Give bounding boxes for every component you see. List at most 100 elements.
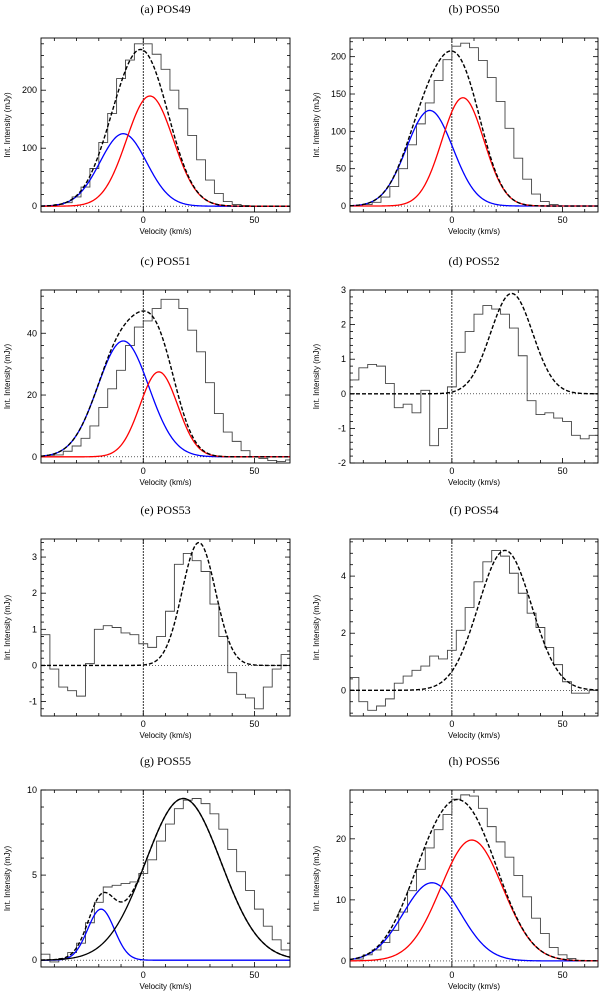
panel-g-pos55: (g) POS55 Velocity (km/s) Int. Intensity (…	[3, 754, 291, 991]
axes-frame	[349, 789, 599, 968]
x-tick-label: 0	[141, 466, 146, 476]
total-fit-curve	[350, 292, 598, 395]
y-tick-label: -1	[29, 697, 37, 707]
y-axis-label: Int. Intensity (mJy)	[312, 343, 321, 409]
observed-spectrum	[41, 798, 290, 963]
plot-area	[41, 290, 290, 463]
panel-title: (a) POS49	[140, 2, 190, 16]
axes-frame	[40, 789, 291, 968]
panel-title: (d) POS52	[448, 254, 499, 268]
blue-component-curve	[41, 908, 290, 961]
y-tick-label: 20	[336, 834, 346, 844]
red-component-curve	[41, 95, 290, 207]
x-axis-label: Velocity (km/s)	[139, 982, 191, 991]
y-tick-label: 0	[32, 452, 37, 462]
y-tick-label: 0	[32, 955, 37, 965]
blue-component-curve	[350, 882, 598, 962]
observed-spectrum	[350, 305, 598, 447]
y-tick-label: 10	[336, 895, 346, 905]
x-tick-label: 0	[449, 215, 454, 225]
x-tick-label: 50	[249, 466, 259, 476]
y-tick-label: 10	[27, 785, 37, 795]
y-tick-label: 0	[341, 685, 346, 695]
y-tick-label: 100	[331, 126, 346, 136]
plot-area	[350, 539, 598, 716]
x-tick-label: 50	[249, 215, 259, 225]
y-tick-label: 5	[32, 870, 37, 880]
x-axis-label: Velocity (km/s)	[448, 982, 500, 991]
panel-title: (h) POS56	[448, 754, 499, 768]
y-tick-label: 150	[331, 89, 346, 99]
total-fit-curve	[41, 48, 290, 207]
x-tick-label: 0	[449, 719, 454, 729]
x-axis-label: Velocity (km/s)	[448, 478, 500, 487]
panel-h-pos56: (h) POS56 Velocity (km/s) Int. Intensity (…	[312, 754, 599, 991]
panel-c-pos51: (c) POS51 Velocity (km/s) Int. Intensity (…	[3, 254, 291, 487]
axes-frame	[40, 37, 291, 213]
x-axis-label: Velocity (km/s)	[139, 478, 191, 487]
y-tick-label: 1	[32, 624, 37, 634]
y-axis-label: Int. Intensity (mJy)	[3, 92, 12, 158]
total-fit-curve	[41, 310, 290, 458]
y-tick-label: 2	[341, 628, 346, 638]
y-tick-label: 3	[341, 285, 346, 295]
x-axis-label: Velocity (km/s)	[448, 227, 500, 236]
plot-area	[350, 290, 598, 463]
plot-area	[350, 790, 598, 967]
panel-f-pos54: (f) POS54 Velocity (km/s) Int. Intensity (…	[312, 503, 599, 740]
x-tick-label: 50	[558, 215, 568, 225]
panel-d-pos52: (d) POS52 Velocity (km/s) Int. Intensity (…	[312, 254, 599, 487]
x-axis-label: Velocity (km/s)	[139, 731, 191, 740]
panel-title: (c) POS51	[140, 254, 190, 268]
y-axis-label: Int. Intensity (mJy)	[312, 845, 321, 911]
plot-area	[41, 790, 290, 967]
y-tick-label: 0	[32, 660, 37, 670]
y-tick-label: 100	[22, 143, 37, 153]
y-axis-label: Int. Intensity (mJy)	[3, 594, 12, 660]
total-fit-curve	[350, 798, 598, 962]
axes-frame	[349, 289, 599, 464]
y-tick-label: 50	[336, 164, 346, 174]
plot-area	[41, 539, 290, 716]
axes-frame	[349, 538, 599, 717]
panel-b-pos50: (b) POS50 Velocity (km/s) Int. Intensity (…	[312, 2, 599, 236]
x-tick-label: 0	[449, 466, 454, 476]
panel-title: (g) POS55	[140, 754, 191, 768]
red-component-curve	[350, 839, 598, 962]
y-tick-label: 20	[27, 390, 37, 400]
x-tick-label: 50	[558, 466, 568, 476]
y-axis-label: Int. Intensity (mJy)	[3, 845, 12, 911]
plot-area	[350, 38, 598, 212]
y-tick-label: 0	[341, 956, 346, 966]
observed-spectrum	[354, 794, 598, 962]
observed-spectrum	[54, 43, 290, 207]
axes-frame	[40, 538, 291, 717]
blue-component-curve	[41, 340, 290, 458]
observed-spectrum	[363, 42, 598, 207]
panel-e-pos53: (e) POS53 Velocity (km/s) Int. Intensity (…	[3, 503, 291, 740]
y-tick-label: 4	[341, 571, 346, 581]
observed-spectrum	[350, 549, 598, 711]
x-tick-label: 0	[141, 215, 146, 225]
y-tick-label: 2	[341, 320, 346, 330]
x-tick-label: 0	[141, 719, 146, 729]
panel-a-pos49: (a) POS49 Velocity (km/s) Int. Intensity (…	[3, 2, 291, 236]
y-tick-label: 3	[32, 552, 37, 562]
red-component-curve	[41, 371, 290, 458]
total-fit-curve	[41, 541, 290, 667]
axes-frame	[349, 37, 599, 213]
y-tick-label: 40	[27, 328, 37, 338]
total-fit-curve	[41, 797, 290, 961]
x-tick-label: 50	[249, 719, 259, 729]
y-tick-label: 2	[32, 588, 37, 598]
x-axis-label: Velocity (km/s)	[139, 227, 191, 236]
y-tick-label: 0	[32, 201, 37, 211]
x-tick-label: 50	[558, 970, 568, 980]
y-tick-label: 200	[22, 85, 37, 95]
y-tick-label: -1	[338, 423, 346, 433]
plot-area	[41, 38, 290, 212]
y-axis-label: Int. Intensity (mJy)	[312, 594, 321, 660]
red-component-curve	[41, 797, 290, 961]
panel-title: (e) POS53	[140, 503, 190, 517]
